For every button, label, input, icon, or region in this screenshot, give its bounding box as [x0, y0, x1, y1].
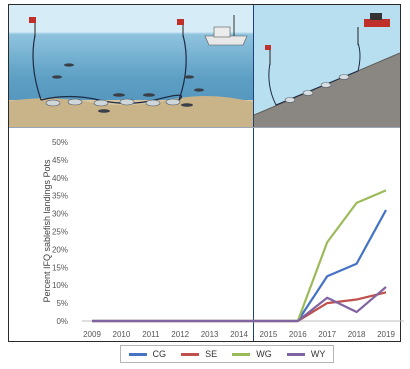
x-tick-label: 2013	[201, 330, 219, 339]
y-tick-label: 15%	[52, 263, 68, 272]
legend-item-wy: WY	[286, 349, 326, 359]
panel-divider-horizontal	[9, 127, 400, 128]
y-tick-label: 45%	[52, 156, 68, 165]
x-tick-label: 2014	[230, 330, 248, 339]
y-tick-label: 25%	[52, 228, 68, 237]
x-tick-label: 2009	[83, 330, 101, 339]
legend-swatch	[181, 352, 200, 356]
chart-legend: CG SE WG WY	[120, 345, 334, 363]
x-tick-label: 2019	[377, 330, 395, 339]
legend-swatch	[232, 352, 251, 356]
legend-label: WG	[256, 349, 272, 359]
x-tick-label: 2018	[348, 330, 366, 339]
y-tick-label: 5%	[56, 299, 68, 308]
y-tick-label: 35%	[52, 192, 68, 201]
pot-longline-illustration	[9, 5, 253, 127]
x-tick-label: 2016	[289, 330, 307, 339]
y-tick-label: 10%	[52, 281, 68, 290]
y-tick-label: 20%	[52, 245, 68, 254]
series-line-wy	[92, 286, 387, 323]
x-tick-label: 2010	[113, 330, 131, 339]
x-tick-label: 2015	[260, 330, 278, 339]
y-axis-label: Percent IFQ sablefish landings Pots	[42, 159, 52, 303]
pot-slope-illustration	[254, 5, 400, 127]
x-tick-label: 2012	[171, 330, 189, 339]
panel-divider-vertical	[253, 5, 254, 341]
legend-item-se: SE	[181, 349, 217, 359]
x-tick-label: 2017	[318, 330, 336, 339]
legend-label: WY	[310, 349, 326, 359]
x-tick-label: 2011	[142, 330, 160, 339]
legend-swatch	[128, 352, 147, 356]
legend-label: CG	[152, 349, 167, 359]
legend-swatch	[286, 352, 305, 356]
y-tick-label: 30%	[52, 210, 68, 219]
legend-item-cg: CG	[128, 349, 167, 359]
legend-item-wg: WG	[232, 349, 272, 359]
y-tick-label: 50%	[52, 138, 68, 147]
y-tick-label: 40%	[52, 174, 68, 183]
series-line-se	[92, 291, 387, 323]
y-tick-label: 0%	[56, 317, 68, 326]
legend-label: SE	[205, 349, 218, 359]
